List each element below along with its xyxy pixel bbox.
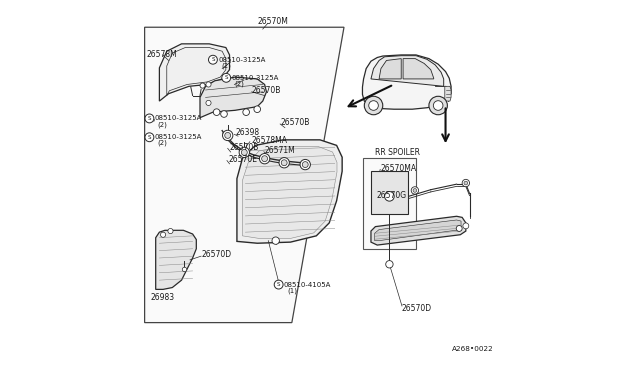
Text: 26570B: 26570B [252, 86, 281, 95]
Circle shape [464, 181, 468, 185]
Ellipse shape [213, 87, 223, 102]
Circle shape [254, 106, 260, 112]
Polygon shape [363, 158, 416, 249]
Text: 26398: 26398 [236, 128, 260, 137]
Polygon shape [362, 55, 451, 109]
Circle shape [369, 101, 378, 110]
Circle shape [182, 267, 187, 272]
Text: S: S [148, 135, 151, 140]
Text: 26578M: 26578M [147, 51, 177, 60]
Text: 08510-3125A: 08510-3125A [155, 115, 202, 121]
Circle shape [429, 96, 447, 115]
Text: S: S [211, 57, 214, 62]
Text: (2): (2) [234, 80, 244, 87]
Text: A268•0022: A268•0022 [452, 346, 493, 352]
Circle shape [462, 179, 470, 187]
Text: 26570B: 26570B [280, 118, 310, 127]
Polygon shape [445, 86, 451, 101]
Text: 26578MA: 26578MA [252, 137, 287, 145]
Circle shape [243, 109, 250, 115]
Text: 08510-4105A: 08510-4105A [284, 282, 331, 288]
Text: 26570MA: 26570MA [380, 164, 416, 173]
Circle shape [239, 147, 250, 158]
Text: 26570E: 26570E [228, 155, 257, 164]
Circle shape [161, 232, 166, 237]
Text: (2): (2) [221, 62, 231, 69]
Text: S: S [148, 116, 151, 121]
Text: 26571M: 26571M [264, 146, 296, 155]
Circle shape [221, 111, 227, 117]
Polygon shape [200, 77, 266, 118]
Circle shape [206, 100, 211, 106]
Text: 26983: 26983 [150, 293, 174, 302]
Circle shape [145, 133, 154, 142]
Text: 08510-3125A: 08510-3125A [218, 57, 266, 63]
Circle shape [302, 161, 308, 167]
Text: 26570B: 26570B [230, 143, 259, 152]
Circle shape [168, 228, 173, 234]
Circle shape [209, 55, 218, 64]
Text: (2): (2) [157, 121, 168, 128]
Polygon shape [159, 44, 230, 101]
Text: S: S [225, 75, 228, 80]
Polygon shape [374, 220, 461, 241]
Polygon shape [243, 147, 337, 238]
Circle shape [272, 237, 280, 244]
Text: S: S [277, 282, 280, 287]
Polygon shape [371, 56, 444, 86]
Polygon shape [371, 216, 466, 245]
Ellipse shape [228, 86, 239, 100]
Circle shape [433, 101, 443, 110]
Circle shape [206, 82, 211, 87]
Text: 26570G: 26570G [376, 191, 406, 200]
Text: RR SPOILER: RR SPOILER [376, 148, 420, 157]
Circle shape [413, 189, 417, 192]
Circle shape [225, 132, 230, 138]
Circle shape [274, 280, 283, 289]
Text: 26570D: 26570D [402, 304, 432, 313]
Circle shape [241, 150, 247, 155]
Circle shape [385, 192, 394, 201]
Text: 08510-3125A: 08510-3125A [232, 75, 279, 81]
Circle shape [223, 130, 233, 141]
Text: 26570D: 26570D [202, 250, 232, 259]
Polygon shape [145, 27, 344, 323]
Polygon shape [403, 59, 434, 79]
Text: 26570M: 26570M [258, 17, 289, 26]
Polygon shape [156, 230, 196, 289]
Circle shape [463, 223, 468, 229]
Circle shape [411, 187, 419, 194]
Text: (2): (2) [157, 140, 168, 147]
Bar [371, 171, 408, 214]
Text: 08510-3125A: 08510-3125A [155, 134, 202, 140]
Circle shape [386, 260, 393, 268]
Circle shape [281, 160, 287, 166]
Circle shape [262, 156, 268, 161]
Circle shape [364, 96, 383, 115]
Circle shape [222, 73, 230, 82]
Circle shape [259, 154, 270, 164]
Polygon shape [237, 140, 342, 243]
Ellipse shape [243, 86, 253, 101]
Circle shape [279, 158, 289, 168]
Circle shape [456, 225, 462, 231]
Circle shape [300, 160, 310, 170]
Circle shape [200, 83, 205, 88]
Circle shape [145, 114, 154, 123]
Text: (1): (1) [287, 287, 298, 294]
Polygon shape [379, 59, 401, 79]
Circle shape [213, 109, 220, 115]
